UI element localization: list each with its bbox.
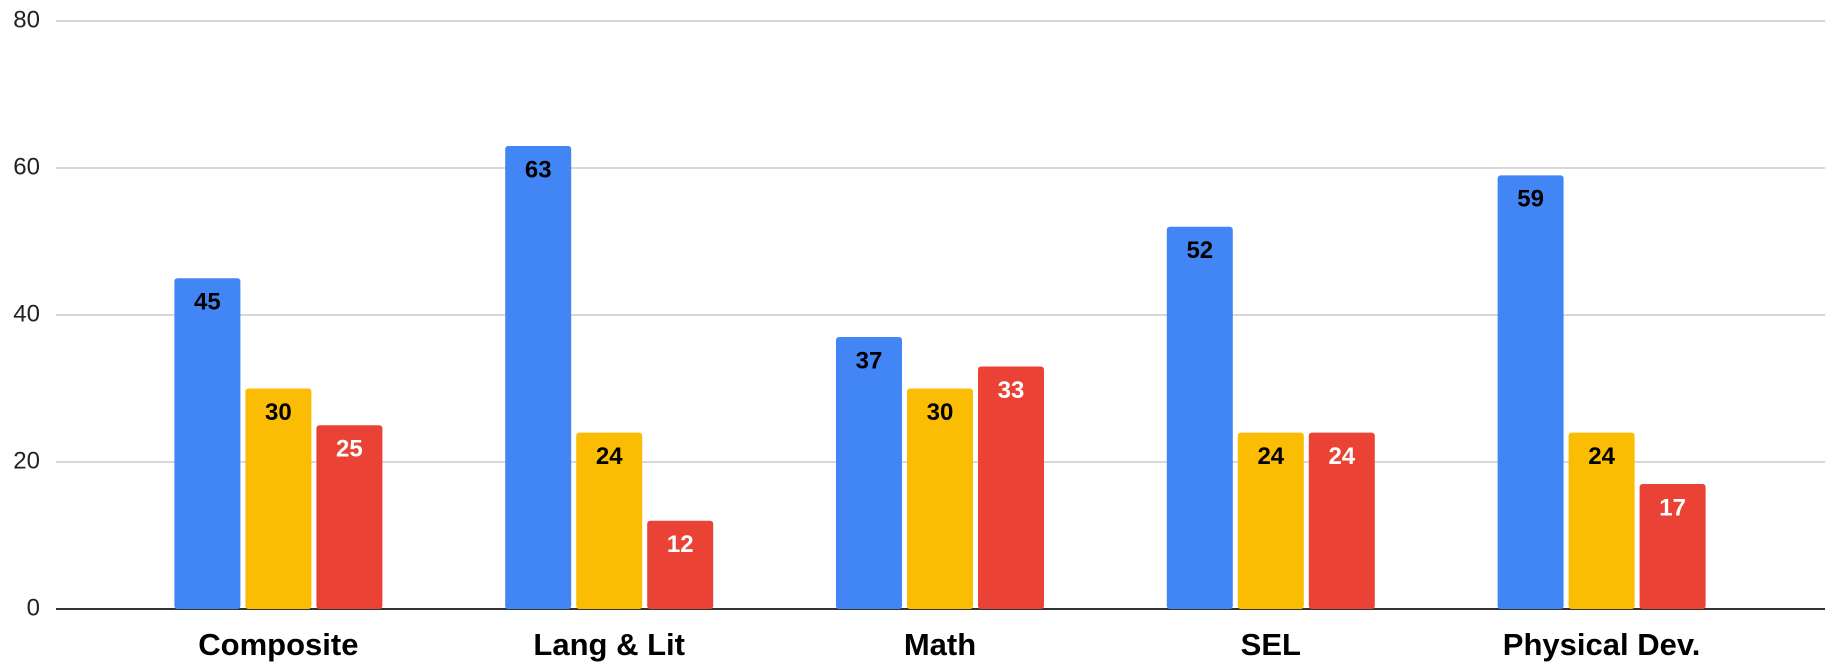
y-tick-label: 40 [13, 300, 40, 327]
y-tick-label: 60 [13, 153, 40, 180]
bar [316, 425, 383, 609]
x-tick-label: Composite [198, 627, 358, 662]
bar [647, 520, 714, 609]
data-label: 45 [194, 289, 221, 316]
x-tick-label: Math [904, 627, 976, 662]
data-label: 24 [1588, 443, 1615, 470]
bar [1237, 432, 1304, 609]
data-label: 25 [336, 436, 363, 463]
x-tick-label: Physical Dev. [1503, 627, 1701, 662]
bar [1166, 226, 1233, 610]
data-label: 59 [1517, 186, 1544, 213]
bar [1639, 484, 1706, 609]
data-label: 24 [1257, 443, 1284, 470]
bar [1497, 175, 1564, 609]
bar [245, 388, 312, 609]
bar [1308, 432, 1375, 609]
data-label: 24 [596, 443, 623, 470]
data-label: 33 [998, 377, 1025, 404]
data-label: 63 [525, 156, 552, 183]
x-tick-label: Lang & Lit [533, 627, 685, 662]
data-label: 17 [1659, 494, 1686, 521]
data-label: 30 [265, 399, 292, 426]
data-label: 24 [1328, 443, 1355, 470]
bar [907, 388, 973, 609]
data-label: 52 [1186, 237, 1213, 264]
data-label: 30 [927, 399, 954, 426]
y-tick-label: 20 [13, 447, 40, 474]
y-tick-label: 80 [13, 6, 40, 33]
bar [174, 278, 241, 609]
bar [505, 145, 572, 609]
bar [836, 337, 902, 609]
y-tick-label: 0 [27, 594, 40, 621]
x-tick-label: SEL [1241, 627, 1301, 662]
data-label: 12 [667, 531, 694, 558]
bar [978, 366, 1044, 609]
data-label: 37 [856, 347, 883, 374]
bar [1568, 432, 1635, 609]
bar [576, 432, 643, 609]
